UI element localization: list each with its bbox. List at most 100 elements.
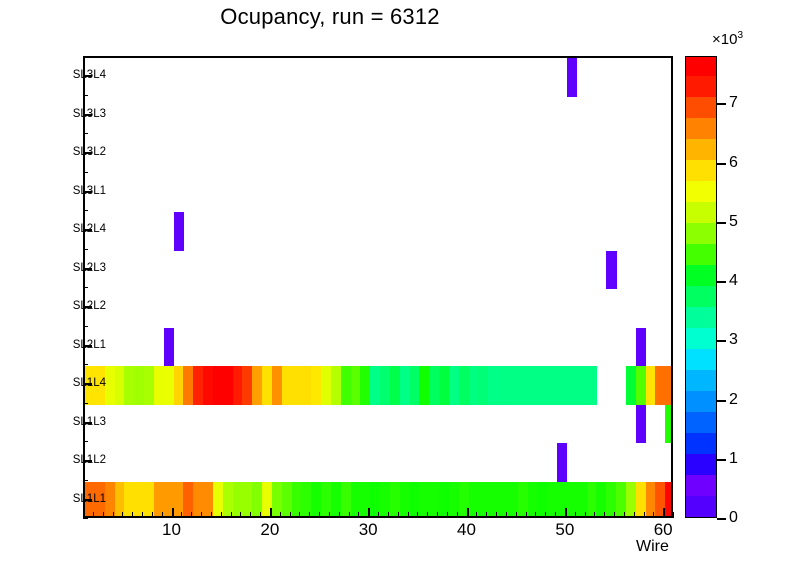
heatmap-cell bbox=[645, 481, 656, 516]
heatmap-cell bbox=[144, 366, 155, 405]
heatmap-cell bbox=[144, 481, 155, 516]
colorbar-tick bbox=[717, 399, 726, 402]
heatmap-cell bbox=[242, 366, 253, 405]
x-axis-tick bbox=[368, 508, 371, 518]
x-axis-minor-tick bbox=[240, 512, 242, 518]
plot-frame bbox=[83, 56, 673, 518]
x-axis-minor-tick bbox=[260, 512, 261, 518]
heatmap-cell bbox=[498, 481, 509, 516]
heatmap-cell bbox=[242, 481, 253, 516]
heatmap-cell bbox=[517, 481, 529, 516]
x-axis-minor-tick bbox=[446, 512, 448, 518]
x-axis-tick bbox=[564, 508, 567, 518]
heatmap-cell bbox=[547, 481, 558, 516]
heatmap-cell bbox=[439, 366, 450, 405]
heatmap-cell bbox=[232, 366, 243, 405]
x-axis-title: Wire bbox=[636, 538, 669, 555]
colorbar-exponent-base: ×10 bbox=[712, 31, 738, 48]
heatmap-cell bbox=[557, 481, 568, 516]
heatmap-cell bbox=[311, 481, 322, 516]
colorbar-segment bbox=[686, 327, 716, 349]
heatmap-cell bbox=[429, 366, 440, 405]
heatmap-cell bbox=[616, 481, 627, 516]
x-axis-tick-label: 10 bbox=[162, 520, 181, 539]
heatmap-cell bbox=[625, 366, 637, 405]
heatmap-cell bbox=[557, 443, 568, 482]
heatmap-cell bbox=[301, 481, 312, 516]
heatmap-cell bbox=[173, 212, 184, 251]
x-axis-minor-tick bbox=[161, 512, 163, 518]
colorbar-segment bbox=[686, 180, 716, 202]
heatmap-cell bbox=[104, 481, 116, 516]
heatmap-cell bbox=[153, 366, 165, 405]
y-axis-tick bbox=[83, 306, 92, 309]
x-axis-minor-tick bbox=[83, 512, 84, 518]
heatmap-cell bbox=[193, 366, 204, 405]
heatmap-cell bbox=[360, 481, 371, 516]
x-axis-minor-tick bbox=[604, 512, 606, 518]
heatmap-cell bbox=[448, 481, 460, 516]
colorbar-segment bbox=[686, 75, 716, 97]
x-axis-minor-tick bbox=[505, 512, 507, 518]
colorbar-segment bbox=[686, 474, 716, 496]
heatmap-cell bbox=[252, 481, 263, 516]
colorbar-segment bbox=[686, 159, 716, 181]
heatmap-cell bbox=[576, 366, 588, 405]
heatmap-cell bbox=[665, 481, 671, 516]
x-axis-minor-tick bbox=[319, 512, 320, 518]
y-axis-minor-tick bbox=[83, 56, 88, 57]
heatmap-cell bbox=[252, 366, 263, 405]
x-axis-tick-label: 40 bbox=[457, 520, 476, 539]
x-axis-tick-label: 60 bbox=[653, 520, 673, 539]
heatmap-cell bbox=[340, 481, 352, 516]
heatmap-cell bbox=[655, 366, 666, 405]
heatmap-cell bbox=[488, 366, 499, 405]
x-axis-minor-tick bbox=[427, 512, 429, 518]
heatmap-cell bbox=[635, 366, 647, 405]
colorbar-segment bbox=[686, 348, 716, 370]
colorbar-tick-label: 2 bbox=[729, 390, 738, 408]
x-axis-minor-tick bbox=[289, 512, 291, 518]
x-axis-minor-tick bbox=[191, 512, 193, 518]
heatmap-cell bbox=[350, 481, 361, 516]
x-axis-minor-tick bbox=[210, 512, 212, 518]
heatmap-cell bbox=[193, 481, 204, 516]
x-axis-minor-tick bbox=[525, 512, 527, 518]
x-axis-minor-tick bbox=[201, 512, 202, 518]
x-axis-minor-tick bbox=[594, 512, 596, 518]
colorbar-segment bbox=[686, 369, 716, 391]
x-axis-tick-label: 20 bbox=[260, 520, 280, 539]
y-axis-tick bbox=[83, 152, 92, 155]
x-axis-minor-tick bbox=[142, 512, 143, 518]
heatmap-cell bbox=[655, 481, 666, 516]
heatmap-cell bbox=[625, 481, 637, 516]
colorbar-segment bbox=[686, 96, 716, 118]
heatmap-cell bbox=[468, 481, 479, 516]
colorbar-tick bbox=[717, 103, 726, 106]
x-axis-minor-tick bbox=[122, 512, 124, 518]
y-axis-minor-tick bbox=[83, 133, 88, 134]
heatmap-cell bbox=[458, 366, 470, 405]
heatmap-cell bbox=[537, 366, 548, 405]
colorbar-exponent-label: ×103 bbox=[712, 30, 743, 48]
x-axis-minor-tick bbox=[397, 512, 399, 518]
heatmap-cell bbox=[380, 366, 391, 405]
x-axis-minor-tick bbox=[535, 512, 537, 518]
x-axis-tick-label: 30 bbox=[358, 520, 378, 539]
heatmap-cell bbox=[488, 481, 499, 516]
x-axis-minor-tick bbox=[102, 512, 104, 518]
heatmap-cell bbox=[557, 366, 568, 405]
colorbar-tick-label: 5 bbox=[729, 212, 738, 230]
x-axis-minor-tick bbox=[673, 512, 674, 518]
heatmap-cell bbox=[330, 481, 342, 516]
x-axis-minor-tick bbox=[633, 512, 635, 518]
x-axis-minor-tick bbox=[437, 512, 438, 518]
heatmap-cell bbox=[262, 366, 273, 405]
heatmap-cell bbox=[134, 366, 145, 405]
heatmap-cell bbox=[370, 481, 381, 516]
x-axis-minor-tick bbox=[407, 512, 409, 518]
colorbar-tick-label: 3 bbox=[729, 331, 738, 349]
heatmap-cell bbox=[498, 366, 509, 405]
heatmap-cell bbox=[507, 481, 519, 516]
